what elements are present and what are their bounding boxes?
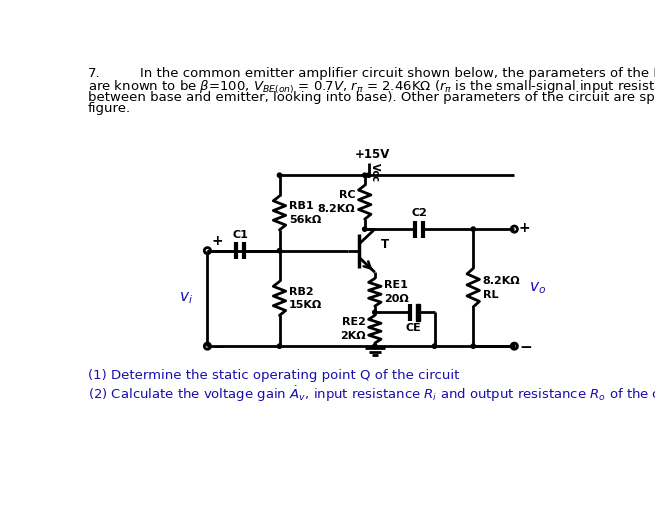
Text: $v_o$: $v_o$ xyxy=(529,280,546,296)
Text: RL: RL xyxy=(483,290,498,299)
Text: −: − xyxy=(519,340,532,355)
Text: RE1: RE1 xyxy=(384,280,408,291)
Circle shape xyxy=(511,344,515,348)
Circle shape xyxy=(277,249,282,253)
Text: +: + xyxy=(212,234,223,248)
Circle shape xyxy=(363,173,367,177)
Text: (2) Calculate the voltage gain $\dot{A}_v$, input resistance $R_i$ and output re: (2) Calculate the voltage gain $\dot{A}_… xyxy=(88,385,655,404)
Circle shape xyxy=(363,227,367,231)
Text: 20Ω: 20Ω xyxy=(384,294,409,304)
Text: RC: RC xyxy=(339,190,356,200)
Circle shape xyxy=(471,227,476,231)
Text: RB2: RB2 xyxy=(289,286,314,297)
Text: In the common emitter amplifier circuit shown below, the parameters of the BJT: In the common emitter amplifier circuit … xyxy=(140,67,655,81)
Text: figure.: figure. xyxy=(88,102,131,115)
Text: $v_i$: $v_i$ xyxy=(179,291,193,306)
Text: between base and emitter, looking into base). Other parameters of the circuit ar: between base and emitter, looking into b… xyxy=(88,90,655,103)
Circle shape xyxy=(366,173,371,177)
Circle shape xyxy=(471,344,476,348)
Text: 8.2KΩ: 8.2KΩ xyxy=(318,204,356,214)
Text: C1: C1 xyxy=(232,230,248,240)
Text: +: + xyxy=(519,221,531,235)
Text: +15V: +15V xyxy=(354,148,390,161)
Text: RE2: RE2 xyxy=(342,317,365,327)
Text: 7.: 7. xyxy=(88,67,101,81)
Text: −: − xyxy=(212,340,224,355)
Polygon shape xyxy=(416,304,420,321)
Text: T: T xyxy=(381,238,389,251)
Text: RB1: RB1 xyxy=(289,201,314,211)
Text: (1) Determine the static operating point Q of the circuit: (1) Determine the static operating point… xyxy=(88,369,459,382)
Circle shape xyxy=(373,344,377,348)
Text: 2KΩ: 2KΩ xyxy=(340,331,365,341)
Circle shape xyxy=(432,344,437,348)
Text: C2: C2 xyxy=(411,208,427,218)
Circle shape xyxy=(373,310,377,314)
Text: 8.2KΩ: 8.2KΩ xyxy=(483,276,520,286)
Text: are known to be $\beta$=100, $V_{BE(on)}$ = 0.7$V$, $r_\pi$ = 2.46K$\Omega$ ($r_: are known to be $\beta$=100, $V_{BE(on)}… xyxy=(88,79,655,96)
Circle shape xyxy=(277,344,282,348)
Text: Vcc: Vcc xyxy=(370,163,380,182)
Text: 15KΩ: 15KΩ xyxy=(289,300,322,310)
Text: 56kΩ: 56kΩ xyxy=(289,215,321,225)
Text: CE: CE xyxy=(405,323,421,333)
Circle shape xyxy=(277,173,282,177)
